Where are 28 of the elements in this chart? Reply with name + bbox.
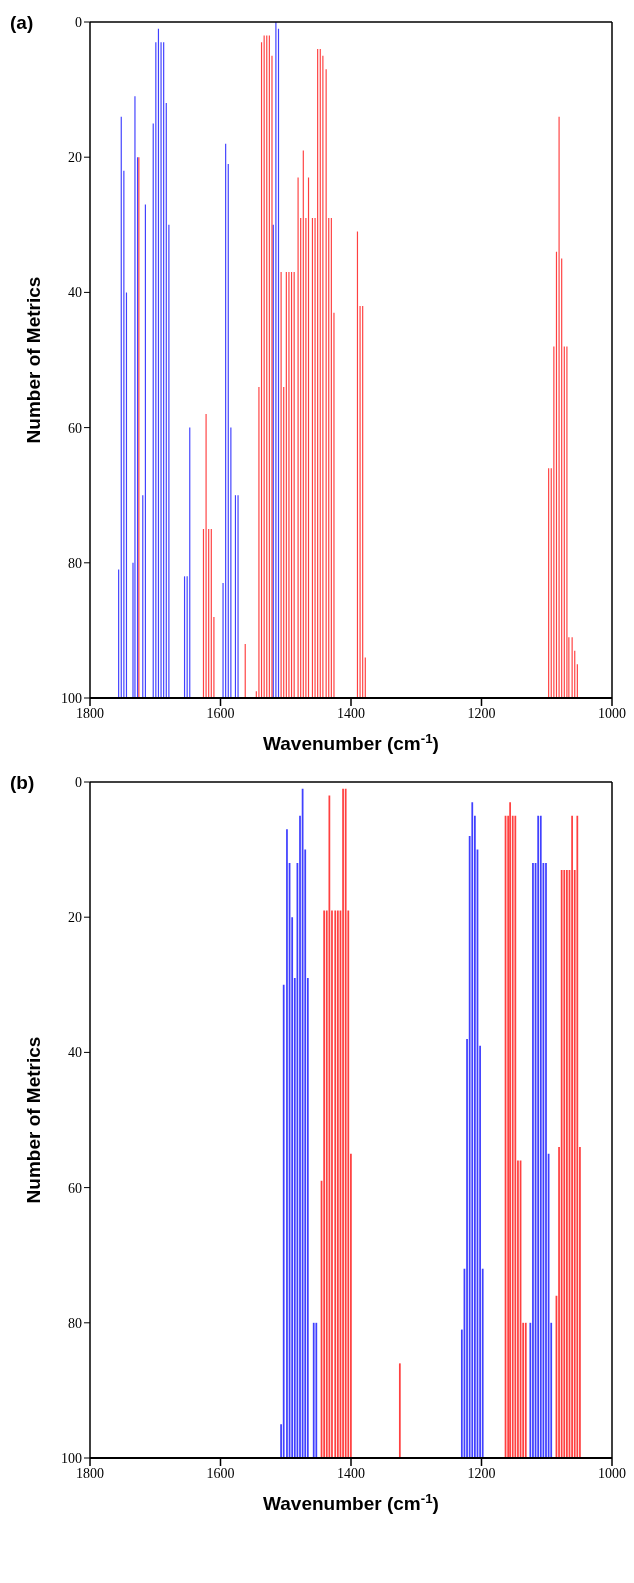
y-tick-label: 60 — [68, 1180, 82, 1196]
x-axis-title: Wavenumber (cm$^{-1}$) — [263, 1490, 439, 1514]
y-axis-title: Number of Metrics — [23, 276, 44, 444]
y-tick-label: 100 — [61, 1450, 82, 1466]
x-tick-label: 1800 — [76, 705, 104, 721]
y-axis-title: Number of Metrics — [23, 1036, 44, 1204]
x-tick-label: 1200 — [467, 705, 496, 721]
y-tick-label: 60 — [68, 420, 82, 436]
x-axis-title: Wavenumber (cm$^{-1}$) — [263, 730, 439, 754]
chart-title: (b) — [10, 772, 35, 794]
y-tick-label: 80 — [68, 1315, 82, 1331]
y-tick-label: 0 — [75, 774, 82, 790]
x-tick-label: 1400 — [337, 705, 365, 721]
chart-title: (a) — [10, 12, 34, 34]
y-tick-label: 80 — [68, 555, 82, 571]
x-tick-label: 1400 — [337, 1465, 365, 1481]
y-tick-label: 40 — [68, 285, 82, 301]
x-tick-label: 1000 — [598, 705, 626, 721]
y-tick-label: 20 — [68, 150, 82, 166]
y-tick-label: 100 — [61, 690, 82, 706]
y-tick-label: 40 — [68, 1045, 82, 1061]
x-tick-label: 1200 — [467, 1465, 496, 1481]
x-tick-label: 1000 — [598, 1465, 626, 1481]
y-tick-label: 0 — [75, 14, 82, 30]
y-tick-label: 20 — [68, 910, 82, 926]
x-tick-label: 1800 — [76, 1465, 104, 1481]
x-tick-label: 1600 — [206, 1465, 235, 1481]
x-tick-label: 1600 — [206, 705, 235, 721]
